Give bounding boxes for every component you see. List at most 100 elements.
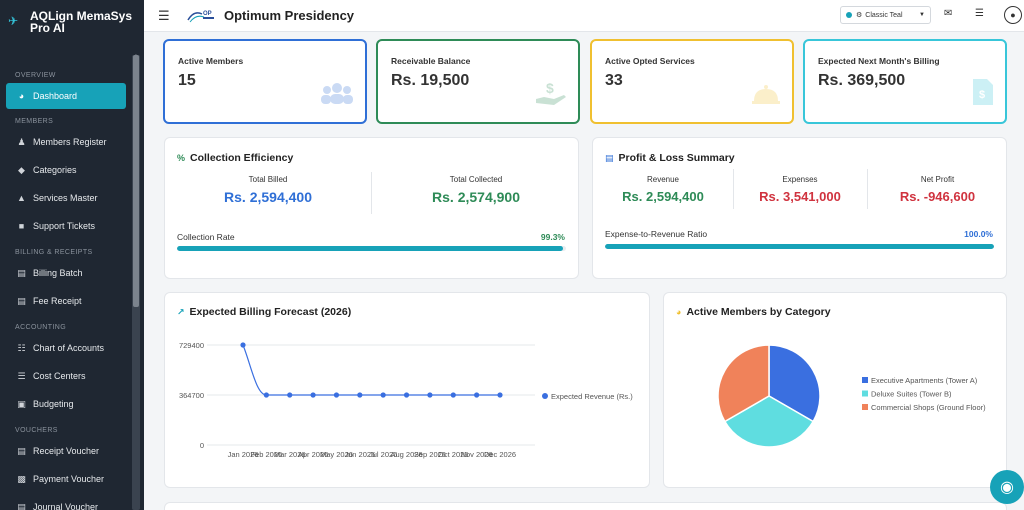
next-panel-edge [164,502,1007,510]
gear-icon: ⚙ [856,12,863,19]
divider [371,172,372,214]
sidebar-item-label: Categories [33,165,77,175]
app-name-line1: AQLign MemaSys [30,9,133,23]
panel-title-text: Expected Billing Forecast (2026) [189,306,352,318]
members-by-category-chart[interactable]: Executive Apartments (Tower A) Deluxe Sui… [664,293,1008,489]
sidebar-item-categories[interactable]: ◆ Categories [6,157,126,183]
sidebar-item-billing-batch[interactable]: ▤ Billing Batch [6,260,126,286]
x-tick-label: Jun 2026 [344,450,375,459]
x-tick-label: Feb 2026 [251,450,283,459]
hand-money-icon: $ [536,79,566,112]
sidebar-item-payment-voucher[interactable]: ▩ Payment Voucher [6,466,126,492]
sidebar-item-label: Services Master [33,193,98,203]
sidebar-scrollbar-thumb[interactable] [133,55,139,307]
sidebar-item-budgeting[interactable]: ▣ Budgeting [6,391,126,417]
profit-loss-panel: ▤ Profit & Loss Summary Revenue Rs. 2,59… [592,137,1007,279]
users-icon: ♟ [17,136,26,147]
pie-slice[interactable] [723,395,815,448]
brand[interactable]: ✈ AQLign MemaSys Pro AI [0,0,144,52]
data-point[interactable] [380,392,386,398]
ticket-icon: ■ [18,221,25,231]
chart-pie-icon: ◕ [18,91,25,101]
menu-toggle-icon[interactable]: ☰ [158,7,170,23]
x-tick-label: Nov 2026 [461,450,493,459]
metric-value: Rs. 2,574,900 [432,189,520,205]
panel-title-text: Active Members by Category [686,306,831,318]
org-logo-text: OP [203,11,212,17]
chart-line-icon: ↗ [177,306,185,317]
user-avatar-icon[interactable]: ● [1004,6,1022,24]
x-tick-label: Aug 2026 [390,450,422,459]
data-point[interactable] [427,392,433,398]
stat-card-active-members[interactable]: Active Members 15 [163,39,367,124]
section-overview: OVERVIEW [15,72,56,79]
expenses-metric: Expenses Rs. 3,541,000 [733,175,867,204]
envelope-icon[interactable]: ✉ [944,8,953,19]
theme-select-value: Classic Teal [865,11,903,19]
org-logo-icon: OP [186,8,218,24]
legend-marker [542,393,548,399]
data-point[interactable] [474,392,480,398]
legend-swatch [862,377,868,383]
sidebar-item-cost-centers[interactable]: ☰ Cost Centers [6,363,126,389]
stat-label: Expected Next Month's Billing [818,56,940,66]
bell-service-icon: ▲ [17,193,26,203]
pie-slice[interactable] [717,344,770,423]
sidebar-item-members-register[interactable]: ♟ Members Register [6,129,126,155]
sidebar-item-journal-voucher[interactable]: ▤ Journal Voucher [6,494,126,510]
legend-label: Executive Apartments (Tower A) [871,376,978,385]
tasks-icon[interactable]: ☰ [975,8,984,19]
expense-ratio-value: 100.0% [964,229,993,239]
data-point[interactable] [263,392,269,398]
sidebar-item-chart-of-accounts[interactable]: ☷ Chart of Accounts [6,335,126,361]
receipt-voucher-icon: ▤ [17,445,26,456]
invoice-icon: $ [973,79,993,112]
series-line [242,344,500,396]
stat-value: Rs. 19,500 [391,72,470,89]
sidebar-item-fee-receipt[interactable]: ▤ Fee Receipt [6,288,126,314]
x-tick-label: Jan 2026 [228,450,259,459]
expense-ratio-bar [605,244,994,249]
revenue-metric: Revenue Rs. 2,594,400 [593,175,733,204]
profit-loss-title: ▤ Profit & Loss Summary [605,152,735,164]
legend-swatch [862,390,868,397]
sidebar-item-label: Cost Centers [33,371,86,381]
data-point[interactable] [497,392,503,398]
metric-value: Rs. 2,594,400 [224,189,312,205]
x-tick-label: Dec 2026 [484,450,516,459]
legend-label: Commercial Shops (Ground Floor) [871,403,986,412]
data-point[interactable] [450,392,456,398]
data-point[interactable] [403,392,410,398]
data-point[interactable] [287,392,293,398]
sidebar-item-dashboard[interactable]: ◕ Dashboard [6,83,126,109]
data-point[interactable] [240,342,246,348]
stat-card-receivable-balance[interactable]: Receivable Balance Rs. 19,500 $ [376,39,580,124]
stat-card-active-opted-services[interactable]: Active Opted Services 33 [590,39,794,124]
y-tick-label: 729400 [179,341,204,350]
app-name-line2: Pro AI [30,21,65,35]
metric-label: Expenses [782,175,818,184]
ai-assistant-robot-icon[interactable]: ◉ [990,470,1024,504]
metric-label: Net Profit [920,175,955,184]
data-point[interactable] [357,392,363,398]
stat-card-expected-billing[interactable]: Expected Next Month's Billing Rs. 369,50… [803,39,1007,124]
sidebar-item-label: Budgeting [33,399,74,409]
sidebar-scrollbar[interactable]: ▲ [132,53,140,510]
sidebar-item-support-tickets[interactable]: ■ Support Tickets [6,213,126,239]
file-invoice-icon: ▤ [605,152,614,163]
metric-label: Revenue [646,175,680,184]
metric-label: Total Billed [248,175,288,184]
metric-value: Rs. 3,541,000 [759,189,841,204]
sidebar-item-services-master[interactable]: ▲ Services Master [6,185,126,211]
theme-select[interactable]: ⚙ Classic Teal ▼ [840,6,931,24]
chart-pie-icon: ◕ [676,307,682,317]
theme-color-dot [846,12,852,18]
data-point[interactable] [310,392,316,398]
stat-label: Active Members [178,56,244,66]
data-point[interactable] [333,392,340,398]
pie-slice[interactable] [768,344,821,423]
stat-value: 15 [178,72,196,89]
stat-value: Rs. 369,500 [818,72,906,89]
sidebar-item-receipt-voucher[interactable]: ▤ Receipt Voucher [6,438,126,464]
